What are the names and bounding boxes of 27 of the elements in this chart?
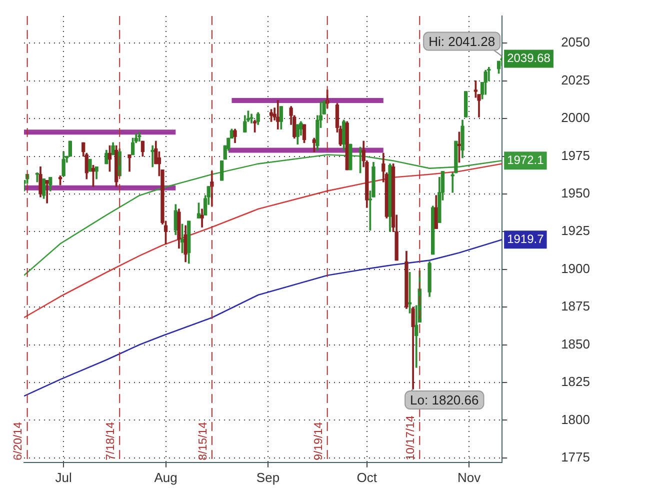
x-tick-label: Aug xyxy=(154,470,178,485)
y-tick-label: 1975 xyxy=(561,148,590,163)
y-tick-label: 1825 xyxy=(561,374,590,390)
y-tick-label: 2025 xyxy=(561,72,590,88)
ref-line-label: 10/17/14 xyxy=(405,415,418,460)
y-tick-label: 1875 xyxy=(561,298,590,314)
x-tick-label: Jul xyxy=(55,470,72,485)
y-tick-label: 1800 xyxy=(561,412,590,427)
y-tick-label: 1850 xyxy=(561,336,590,352)
annotation: Hi: 2041.28 xyxy=(428,34,496,49)
data-label: 1919.7 xyxy=(507,232,544,246)
ref-line-label: 8/15/14 xyxy=(197,421,210,460)
y-tick-label: 1900 xyxy=(561,260,590,276)
y-tick-label: 1925 xyxy=(561,223,590,238)
x-tick-label: Nov xyxy=(458,470,482,485)
y-tick-label: 2000 xyxy=(561,110,590,126)
data-label: 1972.1 xyxy=(507,152,544,167)
y-tick-label: 2050 xyxy=(561,34,590,50)
y-tick-label: 1775 xyxy=(561,449,590,464)
x-tick-label: Oct xyxy=(356,470,378,485)
y-tick-label: 1950 xyxy=(561,186,590,201)
x-tick-label: Sep xyxy=(256,470,280,485)
ref-line-label: 9/19/14 xyxy=(312,421,325,460)
annotation: 2039.68 xyxy=(507,51,551,66)
ref-line-label: 6/20/14 xyxy=(12,421,25,460)
ref-line-label: 7/18/14 xyxy=(105,421,118,460)
annotation: Lo: 1820.66 xyxy=(410,392,479,408)
